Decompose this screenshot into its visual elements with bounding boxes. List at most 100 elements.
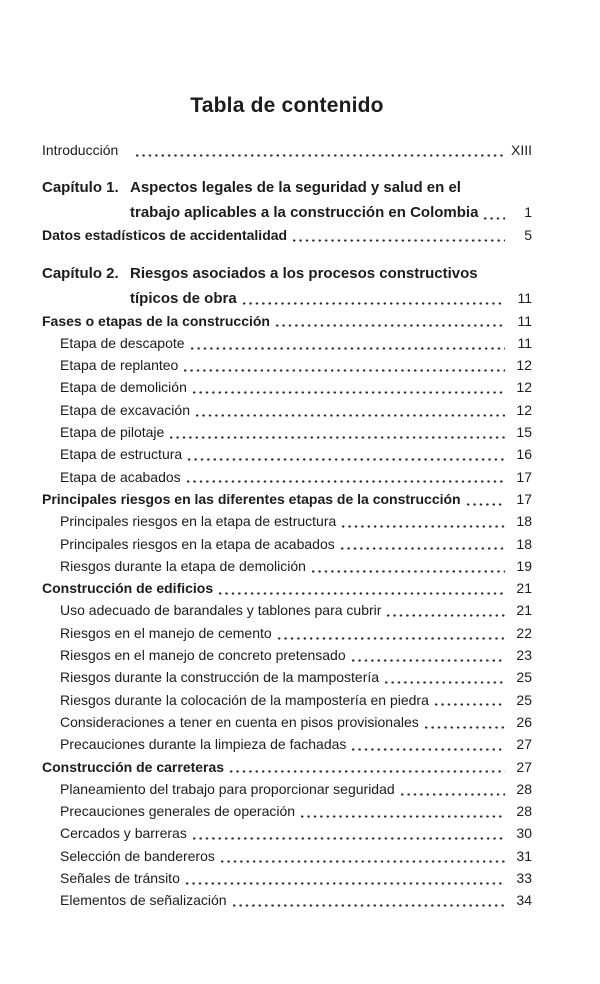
dot-leader [188, 335, 505, 350]
toc-entry: Selección de bandereros 31 [42, 845, 532, 867]
entry-page-number: 25 [516, 691, 532, 708]
dot-leader [230, 893, 505, 908]
dot-leader [273, 313, 505, 328]
dot-leader [182, 357, 505, 372]
entry-label: Riesgos durante la construcción de la ma… [60, 669, 380, 686]
entry-page-number: 5 [524, 227, 532, 244]
toc-entry: Riesgos en el manejo de cemento 22 [42, 622, 532, 644]
toc-entry: Consideraciones a tener en cuenta en pis… [42, 711, 532, 733]
toc-entry: Elementos de señalización 34 [42, 889, 532, 911]
toc-entry: Uso adecuado de barandales y tablones pa… [42, 599, 532, 621]
entry-page-number: 25 [516, 669, 532, 686]
entry-label: Cercados y barreras [60, 825, 187, 842]
toc-chapter-entry: Capítulo 2. Riesgos asociados a los proc… [42, 262, 532, 310]
toc-entry: Construcción de carreteras 27 [42, 756, 532, 778]
dot-leader [218, 848, 505, 863]
entry-page-number: 31 [516, 847, 532, 864]
entry-label: Etapa de estructura [60, 446, 183, 463]
dot-leader [168, 424, 505, 439]
toc-entry: Etapa de estructura 16 [42, 443, 532, 465]
entry-page-number: 30 [516, 825, 532, 842]
toc-entry: Fases o etapas de la construcción 11 [42, 310, 532, 332]
toc-entry: Riesgos en el manejo de concreto pretens… [42, 644, 532, 666]
dot-leader [193, 402, 505, 417]
dot-leader [383, 670, 505, 685]
dot-leader [482, 205, 505, 220]
entry-label: Fases o etapas de la construcción [42, 312, 270, 329]
toc-entries: Introducción XIII Capítulo 1. Aspectos l… [42, 139, 532, 912]
toc-entry: Cercados y barreras 30 [42, 822, 532, 844]
chapter-title: Aspectos legales de la seguridad y salud… [130, 176, 532, 224]
dot-leader [186, 447, 505, 462]
entry-page-number: 28 [516, 780, 532, 797]
dot-leader [422, 714, 505, 729]
entry-label: Selección de bandereros [60, 847, 215, 864]
entry-label: Datos estadísticos de accidentalidad [42, 227, 288, 244]
entry-label: Riesgos en el manejo de concreto pretens… [60, 647, 346, 664]
dot-leader [217, 580, 505, 595]
dot-leader [338, 536, 505, 551]
entry-page-number: 11 [517, 289, 532, 306]
dot-leader [190, 826, 505, 841]
dot-leader [299, 803, 505, 818]
entry-label: Construcción de edificios [42, 580, 214, 597]
toc-entry: Etapa de acabados 17 [42, 466, 532, 488]
dot-leader [228, 759, 505, 774]
entry-label: Etapa de pilotaje [60, 424, 165, 441]
entry-label: Etapa de acabados [60, 468, 181, 485]
entry-label: Uso adecuado de barandales y tablones pa… [60, 602, 382, 619]
entry-page-number: 12 [516, 379, 532, 396]
entry-page-number: 18 [516, 535, 532, 552]
toc-entry: Principales riesgos en la etapa de estru… [42, 510, 532, 532]
entry-label: Riesgos durante la etapa de demolición [60, 557, 306, 574]
entry-page-number: 21 [516, 580, 532, 597]
dot-leader [291, 228, 505, 243]
dot-leader [240, 291, 505, 306]
entry-label: Construcción de carreteras [42, 758, 225, 775]
dot-leader [184, 469, 505, 484]
dot-leader [134, 142, 505, 157]
entry-page-number: 27 [516, 758, 532, 775]
entry-label: Planeamiento del trabajo para proporcion… [60, 780, 395, 797]
chapter-title-line1: Aspectos legales de la seguridad y salud… [130, 179, 461, 197]
dot-leader [432, 692, 505, 707]
entry-label: Riesgos en el manejo de cemento [60, 624, 272, 641]
entry-page-number: 12 [516, 401, 532, 418]
entry-page-number: 27 [516, 736, 532, 753]
entry-page-number: 17 [516, 468, 532, 485]
toc-entry: Precauciones durante la limpieza de fach… [42, 733, 532, 755]
entry-page-number: 23 [516, 647, 532, 664]
entry-label: Principales riesgos en la etapa de acaba… [60, 535, 335, 552]
dot-leader [385, 603, 505, 618]
entry-page-number: 34 [516, 892, 532, 909]
toc-entry: Riesgos durante la colocación de la mamp… [42, 689, 532, 711]
toc-entry: Etapa de replanteo 12 [42, 354, 532, 376]
chapter-title-line2: trabajo aplicables a la construcción en … [130, 204, 479, 222]
toc-entry: Principales riesgos en la etapa de acaba… [42, 533, 532, 555]
dot-leader [349, 647, 505, 662]
toc-entry: Etapa de descapote 11 [42, 332, 532, 354]
toc-entry: Precauciones generales de operación 28 [42, 800, 532, 822]
toc-entry: Riesgos durante la etapa de demolición 1… [42, 555, 532, 577]
dot-leader [340, 514, 505, 529]
entry-label: Introducción [42, 142, 119, 158]
dot-leader [398, 781, 505, 796]
toc-entry: Etapa de demolición 12 [42, 376, 532, 398]
entry-page-number: 26 [516, 713, 532, 730]
dot-leader [190, 380, 505, 395]
entry-page-number: 12 [516, 357, 532, 374]
chapter-title-line1: Riesgos asociados a los procesos constru… [130, 264, 478, 282]
toc-entry: Planeamiento del trabajo para proporcion… [42, 778, 532, 800]
entry-page-number: 28 [516, 803, 532, 820]
entry-page-number: 11 [517, 334, 532, 351]
entry-label: Consideraciones a tener en cuenta en pis… [60, 713, 419, 730]
toc-entry: Construcción de edificios 21 [42, 577, 532, 599]
entry-page-number: 19 [516, 557, 532, 574]
page-title: Tabla de contenido [190, 94, 384, 117]
entry-page-number: 18 [516, 513, 532, 530]
chapter-prefix: Capítulo 1. [42, 179, 119, 197]
entry-page-number: 33 [516, 870, 532, 887]
entry-label: Etapa de excavación [60, 401, 190, 418]
entry-page-number: 15 [516, 424, 532, 441]
entry-page-number: 1 [524, 204, 532, 221]
